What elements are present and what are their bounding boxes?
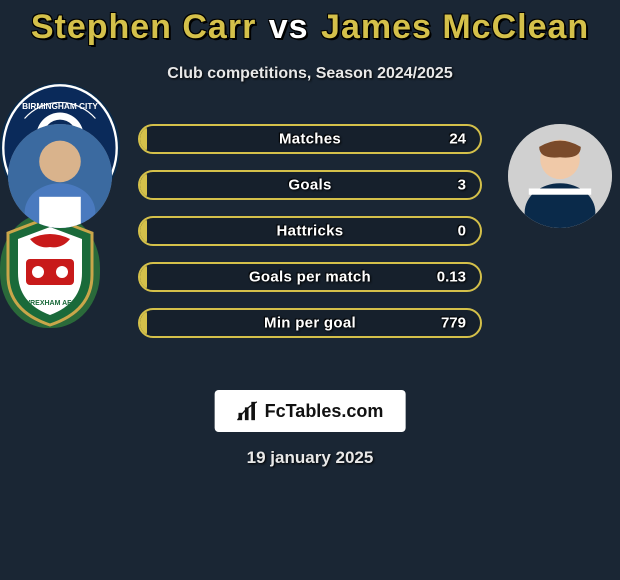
bar-chart-icon: [237, 400, 259, 422]
stat-bar: Matches24: [138, 124, 482, 154]
player-a-name: Stephen Carr: [31, 8, 257, 46]
stat-bar-value: 0.13: [437, 269, 466, 286]
stat-bar: Min per goal779: [138, 308, 482, 338]
fctables-logo-text: FcTables.com: [265, 401, 384, 422]
stat-bar-value: 0: [458, 223, 466, 240]
player-b-avatar: [508, 124, 612, 228]
svg-text:WREXHAM AFC: WREXHAM AFC: [23, 300, 76, 307]
stat-bar-value: 24: [449, 131, 466, 148]
subtitle: Club competitions, Season 2024/2025: [0, 65, 620, 83]
stat-bar: Goals per match0.13: [138, 262, 482, 292]
date-line: 19 january 2025: [0, 448, 620, 468]
vs-word: vs: [269, 8, 309, 46]
stat-bar-label: Hattricks: [140, 223, 480, 240]
stat-bar-label: Matches: [140, 131, 480, 148]
svg-text:BIRMINGHAM CITY: BIRMINGHAM CITY: [22, 102, 98, 111]
stat-bar-value: 3: [458, 177, 466, 194]
stat-bar: Goals3: [138, 170, 482, 200]
stat-bar-label: Goals per match: [140, 269, 480, 286]
fctables-logo: FcTables.com: [215, 390, 406, 432]
stat-bar-label: Min per goal: [140, 315, 480, 332]
stat-bar-value: 779: [441, 315, 466, 332]
stat-bars: Matches24 Goals3 Hattricks0 Goals per match…: [138, 124, 482, 354]
stat-bar-label: Goals: [140, 177, 480, 194]
player-b-name: James McClean: [321, 8, 589, 46]
club-b-crest: WREXHAM AFC: [0, 213, 100, 328]
player-a-avatar: [8, 124, 112, 228]
stat-bar: Hattricks0: [138, 216, 482, 246]
comparison-title: Stephen Carr vs James McClean: [0, 0, 620, 47]
